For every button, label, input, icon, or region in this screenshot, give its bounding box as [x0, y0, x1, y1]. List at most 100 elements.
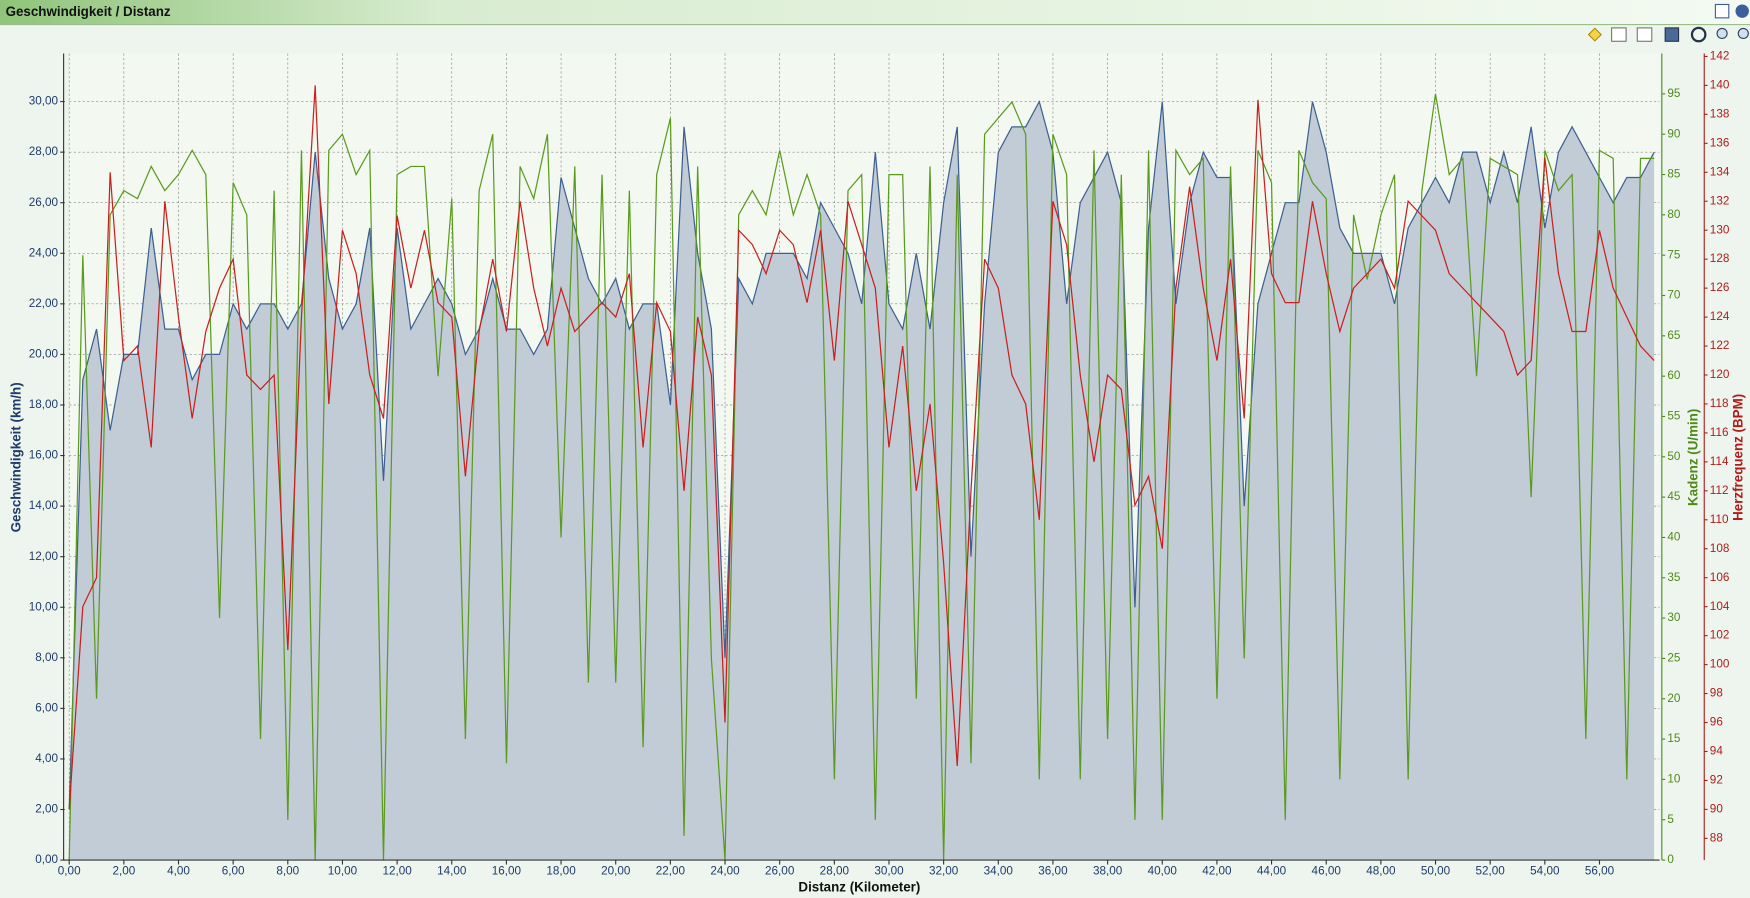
y2-tick-label: 15 — [1667, 732, 1681, 745]
x-axis-title: Distanz (Kilometer) — [798, 879, 920, 894]
y3-tick-label: 118 — [1710, 397, 1729, 410]
y-tick-label: 20,00 — [29, 348, 59, 361]
x-tick-label: 36,00 — [1038, 864, 1068, 877]
y-tick-label: 6,00 — [35, 701, 58, 714]
grid-tool[interactable] — [1611, 27, 1627, 42]
x-tick-label: 22,00 — [656, 864, 686, 877]
title-bar — [0, 0, 1750, 25]
x-tick-label: 34,00 — [984, 864, 1014, 877]
x-tick-label: 4,00 — [167, 864, 190, 877]
y3-tick-label: 128 — [1710, 252, 1730, 265]
marker-tool[interactable] — [1587, 27, 1602, 42]
y3-tick-label: 112 — [1710, 484, 1729, 497]
x-tick-label: 6,00 — [222, 864, 245, 877]
zoom-out-tool[interactable] — [1737, 27, 1749, 40]
y3-tick-label: 90 — [1710, 802, 1724, 815]
x-tick-label: 14,00 — [437, 864, 467, 877]
y3-tick-label: 126 — [1710, 281, 1730, 294]
y2-tick-label: 75 — [1667, 248, 1681, 261]
y-tick-label: 14,00 — [29, 499, 59, 512]
y-tick-label: 30,00 — [29, 95, 59, 108]
y3-tick-label: 120 — [1710, 368, 1730, 381]
y3-tick-label: 132 — [1710, 194, 1730, 207]
x-tick-label: 56,00 — [1585, 864, 1615, 877]
y2-tick-label: 40 — [1667, 531, 1681, 544]
y-tick-label: 8,00 — [35, 651, 58, 664]
y2-tick-label: 80 — [1667, 208, 1681, 221]
y-axis-title: Geschwindigkeit (km/h) — [8, 382, 23, 532]
x-tick-label: 24,00 — [710, 864, 740, 877]
y3-tick-label: 114 — [1710, 455, 1729, 468]
y2-tick-label: 60 — [1667, 369, 1681, 382]
y3-tick-label: 88 — [1710, 831, 1723, 844]
y3-tick-label: 94 — [1710, 745, 1724, 758]
x-tick-label: 52,00 — [1476, 864, 1506, 877]
save-tool[interactable] — [1664, 27, 1680, 42]
pan-tool[interactable] — [1690, 26, 1707, 43]
toolbar — [1587, 26, 1749, 43]
y-tick-label: 18,00 — [29, 398, 59, 411]
y3-tick-label: 92 — [1710, 774, 1723, 787]
y-tick-label: 26,00 — [29, 196, 59, 209]
x-tick-label: 0,00 — [58, 864, 81, 877]
x-tick-label: 42,00 — [1202, 864, 1232, 877]
y3-tick-label: 116 — [1710, 426, 1729, 439]
x-tick-label: 10,00 — [328, 864, 358, 877]
y2-tick-label: 70 — [1667, 289, 1681, 302]
y-tick-label: 2,00 — [35, 803, 58, 816]
y2-tick-label: 50 — [1667, 450, 1681, 463]
y2-tick-label: 65 — [1667, 329, 1681, 342]
chart-tool[interactable] — [1636, 27, 1653, 42]
y2-tick-label: 90 — [1667, 127, 1681, 140]
zoom-in-tool[interactable] — [1716, 27, 1728, 40]
y-tick-label: 12,00 — [29, 550, 59, 563]
y2-tick-label: 85 — [1667, 168, 1681, 181]
y3-tick-label: 100 — [1710, 658, 1730, 671]
y3-tick-label: 130 — [1710, 223, 1730, 236]
y3-tick-label: 124 — [1710, 310, 1730, 323]
area — [69, 101, 1655, 861]
x-tick-label: 26,00 — [765, 864, 795, 877]
y2-tick-label: 35 — [1667, 571, 1681, 584]
y2-tick-label: 5 — [1667, 813, 1674, 826]
y2-tick-label: 20 — [1667, 692, 1681, 705]
y2-tick-label: 45 — [1667, 490, 1681, 503]
x-tick-label: 20,00 — [601, 864, 631, 877]
x-tick-label: 2,00 — [112, 864, 135, 877]
y3-tick-label: 98 — [1710, 687, 1723, 700]
y2-tick-label: 30 — [1667, 611, 1681, 624]
x-tick-label: 48,00 — [1366, 864, 1396, 877]
y3-tick-label: 110 — [1710, 513, 1729, 526]
x-tick-label: 28,00 — [820, 864, 850, 877]
x-tick-label: 44,00 — [1257, 864, 1287, 877]
line — [68, 85, 1655, 810]
x-tick-label: 8,00 — [276, 864, 299, 877]
y2-tick-label: 10 — [1667, 773, 1681, 786]
y2-tick-label: 95 — [1667, 87, 1681, 100]
y3-tick-label: 122 — [1710, 339, 1730, 352]
y3-tick-label: 136 — [1710, 136, 1730, 149]
y3-tick-label: 138 — [1710, 107, 1730, 120]
y3-tick-label: 108 — [1710, 542, 1730, 555]
y3-tick-label: 96 — [1710, 716, 1723, 729]
y3-tick-label: 134 — [1710, 165, 1730, 178]
y3-axis-title: Herzfrequenz (BPM) — [1730, 394, 1745, 521]
collapse-button[interactable] — [1735, 4, 1749, 18]
x-tick-label: 18,00 — [546, 864, 576, 877]
y2-tick-label: 25 — [1667, 652, 1681, 665]
x-tick-label: 38,00 — [1093, 864, 1123, 877]
layout-button[interactable] — [1714, 3, 1730, 19]
y-tick-label: 4,00 — [35, 752, 58, 765]
y3-tick-label: 140 — [1710, 78, 1730, 91]
chart-title: Geschwindigkeit / Distanz — [6, 4, 171, 19]
y-tick-label: 10,00 — [29, 600, 59, 613]
x-tick-label: 12,00 — [382, 864, 412, 877]
y-tick-label: 28,00 — [29, 145, 59, 158]
y3-tick-label: 104 — [1710, 600, 1730, 613]
x-tick-label: 16,00 — [492, 864, 522, 877]
line — [68, 99, 1655, 810]
line — [68, 93, 1655, 861]
x-tick-label: 32,00 — [929, 864, 959, 877]
